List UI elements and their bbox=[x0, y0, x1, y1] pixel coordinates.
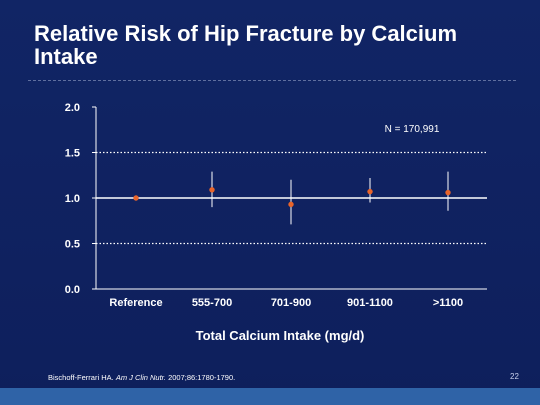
citation-journal: Am J Clin Nutr. bbox=[115, 373, 166, 382]
citation: Bischoff-Ferrari HA. Am J Clin Nutr. 200… bbox=[48, 373, 235, 382]
data-point bbox=[209, 187, 215, 193]
page-number: 22 bbox=[510, 372, 519, 381]
slide-title: Relative Risk of Hip Fracture by Calcium… bbox=[34, 21, 458, 69]
x-tick-label: 555-700 bbox=[192, 297, 232, 309]
x-tick-label: Reference bbox=[109, 297, 162, 309]
citation-authors: Bischoff-Ferrari HA. bbox=[48, 373, 114, 382]
y-tick-label: 1.5 bbox=[65, 148, 80, 160]
data-point bbox=[367, 188, 373, 195]
title-divider bbox=[28, 80, 516, 81]
y-tick-label: 0.5 bbox=[65, 239, 80, 251]
y-tick-label: 2.0 bbox=[65, 102, 80, 114]
y-tick-label: 0.0 bbox=[65, 284, 80, 296]
y-tick-label: 1.0 bbox=[65, 193, 80, 205]
data-point bbox=[288, 201, 294, 208]
x-tick-label: 901-1100 bbox=[347, 297, 393, 309]
citation-details: 2007;86:1780-1790. bbox=[168, 373, 236, 382]
footer-bar bbox=[0, 388, 540, 405]
x-axis-label: Total Calcium Intake (mg/d) bbox=[195, 328, 365, 343]
data-point bbox=[133, 195, 139, 201]
x-tick-label: >1100 bbox=[433, 297, 463, 309]
data-point bbox=[445, 189, 451, 196]
x-tick-label: 701-900 bbox=[271, 297, 311, 309]
sample-size-annotation: N = 170,991 bbox=[385, 124, 440, 135]
